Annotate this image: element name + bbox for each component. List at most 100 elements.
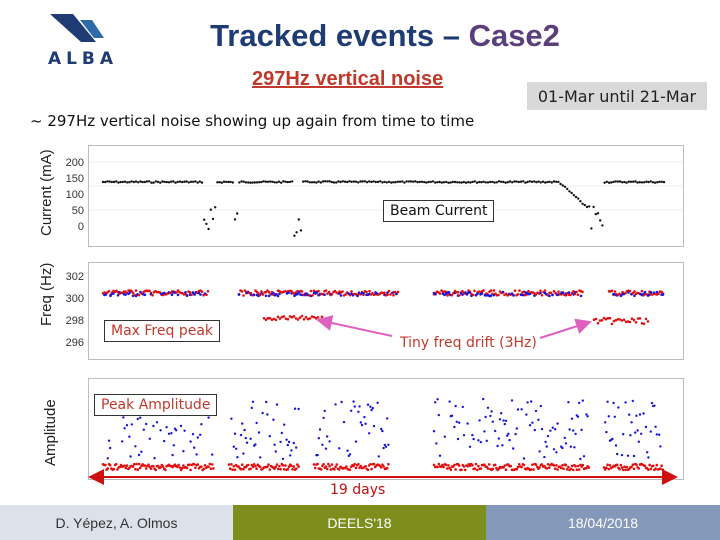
freq-point-h (330, 293, 334, 296)
amp-point-h (509, 464, 513, 468)
current-point (192, 180, 195, 183)
amp-point-h (290, 464, 293, 467)
amp-point-v (145, 422, 148, 426)
freq-point-h (387, 289, 391, 293)
amp-point-v (287, 440, 291, 444)
current-point (126, 181, 129, 184)
freq-point-h (206, 289, 210, 293)
amp-point-h (447, 464, 450, 467)
amp-point-v (620, 453, 624, 457)
amp-point-h (182, 464, 185, 467)
amp-point-v (211, 453, 214, 456)
freq-point-drift (306, 317, 310, 321)
amp-point-h (357, 462, 360, 466)
current-point (442, 181, 446, 184)
current-point (137, 181, 140, 184)
amp-point-v (455, 420, 458, 423)
amp-point-v (139, 416, 142, 419)
current-point (319, 181, 322, 184)
freq-point-h (438, 292, 442, 295)
amp-point-v (552, 448, 556, 451)
freq-point-drift (644, 317, 648, 321)
freq-point-h (539, 289, 542, 293)
current-point (566, 187, 569, 191)
amp-point-v (171, 453, 174, 457)
freq-yticks: 302 300 298 296 (60, 266, 84, 354)
current-point (172, 180, 175, 183)
freq-point-h (471, 293, 475, 297)
amp-point-v (167, 432, 171, 435)
freq-point-h (575, 290, 578, 294)
amp-point-v (604, 421, 607, 424)
current-point (244, 181, 248, 184)
amp-point-h (436, 465, 439, 469)
amp-point-v (387, 443, 390, 446)
current-point (304, 180, 307, 183)
current-point (401, 180, 404, 183)
current-point (315, 181, 318, 184)
amp-point-v (574, 432, 577, 436)
freq-point-h (205, 293, 208, 296)
amp-point-h (284, 464, 287, 467)
amp-point-h (354, 466, 358, 470)
freq-point-h (557, 290, 560, 293)
amp-point-h (387, 462, 390, 466)
current-point (174, 181, 177, 184)
amp-point-v (644, 425, 648, 429)
current-point (295, 231, 298, 234)
amp-point-v (324, 447, 328, 450)
amp-point-v (193, 446, 196, 449)
current-point (139, 180, 142, 183)
amp-point-h (534, 463, 538, 466)
slide-subtitle: 297Hz vertical noise (252, 68, 444, 90)
current-point (324, 180, 327, 183)
current-point (222, 180, 226, 183)
freq-point-drift (274, 318, 278, 322)
current-point (473, 180, 476, 183)
amp-point-v (123, 427, 126, 430)
max-freq-peak-callout: Max Freq peak (104, 320, 221, 342)
amp-point-v (360, 423, 364, 427)
current-point (187, 181, 190, 184)
freq-point-h (131, 291, 135, 294)
freq-point-h (242, 294, 245, 297)
amp-point-v (342, 420, 346, 424)
freq-trace (101, 289, 665, 326)
amp-point-h (625, 465, 629, 469)
amp-point-h (324, 465, 328, 468)
amp-point-v (328, 440, 331, 443)
amp-point-v (484, 415, 487, 419)
freq-point-h (240, 290, 244, 293)
amp-point-v (348, 453, 352, 456)
current-point (533, 180, 536, 183)
freq-point-v (661, 293, 665, 296)
freq-ytick: 300 (65, 293, 84, 305)
current-point (218, 181, 221, 184)
amp-point-v (266, 413, 269, 416)
current-point (372, 180, 375, 183)
freq-point-h (461, 289, 464, 293)
current-point (434, 181, 437, 184)
current-point (170, 180, 173, 183)
current-point (317, 180, 320, 183)
current-point (640, 181, 644, 184)
amp-point-v (129, 455, 132, 458)
freq-point-h (365, 290, 368, 294)
amp-point-v (568, 428, 571, 431)
amp-point-h (188, 463, 191, 466)
amp-point-v (546, 434, 550, 438)
amp-point-v (200, 423, 203, 426)
amp-point-h (442, 465, 445, 469)
current-point (280, 181, 283, 184)
current-point (394, 181, 397, 184)
current-point (227, 180, 230, 184)
current-point (264, 180, 267, 183)
amp-point-v (496, 444, 499, 448)
amp-point-v (501, 444, 504, 447)
amp-point-v (471, 433, 474, 437)
amp-point-h (232, 464, 236, 468)
current-point (176, 180, 179, 184)
current-point (623, 180, 626, 184)
current-point (321, 180, 325, 183)
footer-date: 18/04/2018 (486, 505, 720, 540)
